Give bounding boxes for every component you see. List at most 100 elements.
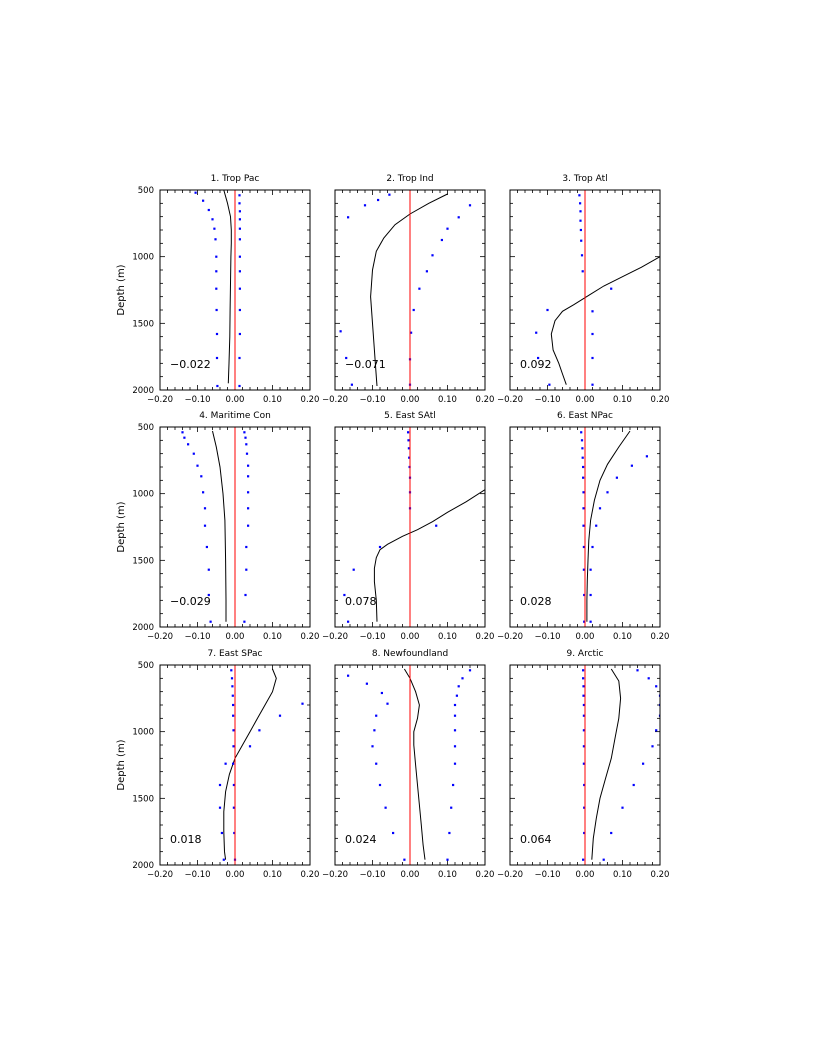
data-point (468, 204, 472, 207)
data-point (247, 491, 250, 494)
data-point (582, 491, 585, 494)
data-point (450, 806, 453, 809)
data-point (196, 464, 199, 467)
data-point (203, 507, 207, 510)
data-point (591, 545, 594, 549)
profile-line (550, 256, 660, 385)
x-tick-label: 0.10 (438, 395, 457, 405)
data-point (231, 685, 234, 688)
data-point (209, 620, 212, 623)
profile-line (370, 193, 448, 387)
panel-4: 4. Maritime Con −0.20 −0.10 0.00 0.10 0.20 500… (116, 411, 319, 642)
x-tick-label: 0.10 (263, 632, 282, 642)
data-point (238, 238, 241, 241)
panel-title: 3. Trop Atl (562, 174, 607, 184)
data-point (388, 193, 391, 196)
data-point (425, 270, 428, 273)
data-point (232, 806, 235, 809)
data-point (238, 255, 241, 258)
data-point (579, 228, 582, 232)
data-point (583, 593, 586, 597)
data-point (230, 669, 233, 672)
data-point (218, 806, 222, 809)
data-point (582, 669, 585, 672)
data-point (380, 691, 383, 695)
data-point (453, 745, 457, 748)
data-point (232, 714, 235, 717)
data-point (392, 831, 395, 835)
data-point (621, 806, 624, 809)
data-point (238, 384, 241, 388)
profile-line (403, 668, 426, 860)
data-point (238, 356, 241, 360)
data-point (446, 858, 449, 861)
x-tick-label: −0.20 (147, 870, 173, 880)
y-tick-label: 1500 (132, 556, 154, 566)
panel-title: 9. Arctic (566, 649, 603, 659)
data-point (244, 436, 247, 439)
panel-data (343, 427, 485, 627)
x-tick-label: 0.20 (301, 395, 320, 405)
data-point (222, 858, 225, 861)
data-point (232, 703, 235, 707)
x-tick-label: 0.00 (401, 632, 420, 642)
data-point (579, 219, 582, 222)
x-tick-label: −0.10 (184, 870, 210, 880)
data-point (238, 227, 241, 230)
panel-frame (159, 189, 311, 391)
data-point (247, 464, 250, 467)
data-point (582, 729, 585, 732)
panel-title: 1. Trop Pac (211, 174, 260, 184)
data-point (580, 431, 583, 434)
data-point (582, 545, 585, 549)
data-point (582, 677, 585, 680)
panel-6: 6. East NPac −0.20 −0.10 0.00 0.10 0.20 0.028 (497, 411, 670, 642)
data-point (215, 308, 218, 312)
panel-5: 5. East SAtl −0.20 −0.10 0.00 0.10 0.20 0.078 (322, 411, 495, 642)
data-point (548, 383, 551, 386)
x-tick-label: 0.00 (401, 395, 420, 405)
data-point (371, 745, 374, 748)
data-point (207, 568, 210, 571)
data-point (591, 356, 594, 360)
panel-frame (159, 664, 311, 866)
panel-data (347, 665, 472, 865)
x-tick-label: −0.10 (534, 395, 560, 405)
x-tick-label: 0.00 (576, 395, 595, 405)
panel-frame (159, 426, 311, 628)
panel-8: 8. Newfoundland −0.20 −0.10 0.00 0.10 0.20 0.0… (322, 649, 495, 880)
data-point (375, 762, 378, 765)
data-point (537, 356, 540, 360)
x-tick-label: −0.10 (184, 632, 210, 642)
data-point (610, 287, 613, 290)
data-point (220, 831, 223, 835)
y-tick-label: 2000 (132, 861, 154, 871)
panel-data (535, 190, 660, 390)
data-point (207, 593, 210, 597)
data-point (580, 254, 584, 257)
data-point (582, 524, 585, 527)
data-point (583, 806, 586, 809)
data-point (589, 620, 592, 623)
profile-line (223, 190, 232, 384)
data-point (345, 356, 348, 360)
x-tick-label: 0.00 (576, 870, 595, 880)
panel-frame (334, 664, 486, 866)
x-tick-label: 0.10 (613, 395, 632, 405)
x-tick-label: −0.20 (147, 395, 173, 405)
data-point (363, 204, 367, 207)
data-point (410, 331, 413, 334)
x-tick-label: 0.20 (301, 632, 320, 642)
data-point (215, 255, 218, 258)
data-point (455, 694, 458, 697)
y-tick-label: 2000 (132, 623, 154, 633)
data-point (238, 308, 241, 312)
data-point (205, 545, 208, 549)
panel-title: 4. Maritime Con (199, 411, 271, 421)
data-point (418, 287, 421, 290)
x-tick-label: 0.10 (438, 870, 457, 880)
data-point (230, 677, 234, 680)
panel-1: 1. Trop Pac −0.20 −0.10 0.00 0.10 0.20 500 1000… (116, 174, 319, 405)
data-point (655, 729, 658, 732)
